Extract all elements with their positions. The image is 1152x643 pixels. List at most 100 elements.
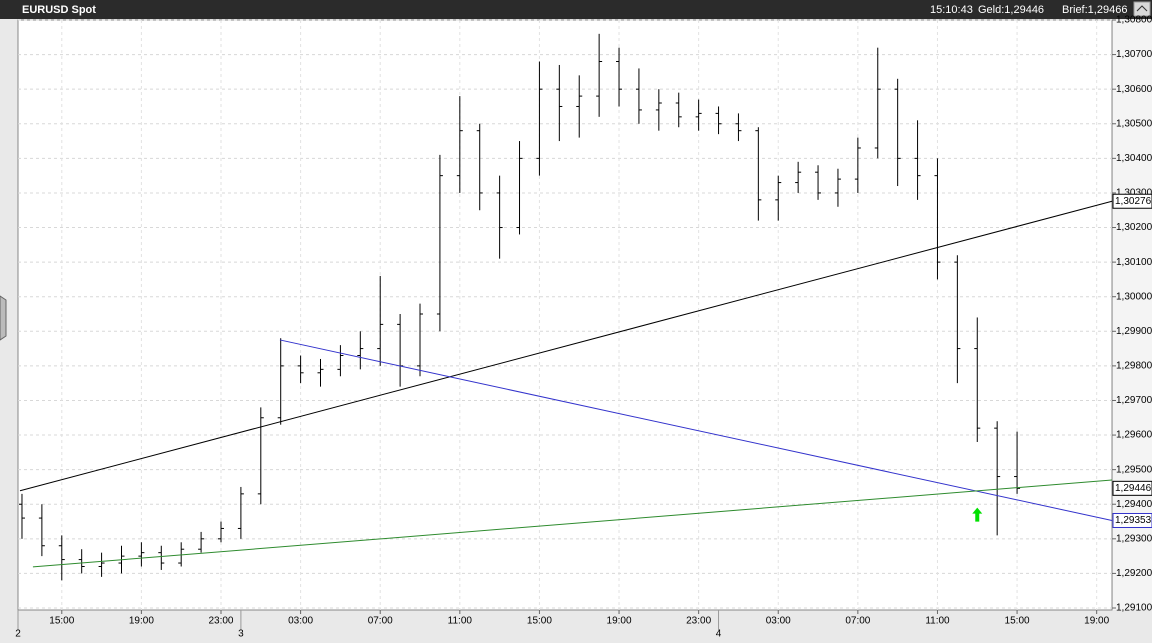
ohlc-bar [675, 92, 682, 128]
trend-line [19, 200, 1113, 492]
ohlc-bar [536, 61, 543, 176]
line-end-label: 1,29353 [1115, 515, 1152, 526]
header-ask: Brief:1,29466 [1062, 4, 1127, 16]
line-label-box [1112, 193, 1152, 209]
y-tick-label: 1,30600 [1116, 84, 1152, 95]
ohlc-bar [18, 493, 25, 539]
y-axis-area [1113, 20, 1152, 610]
last-price-label: 1,29446 [1115, 483, 1152, 494]
ohlc-bar [775, 175, 782, 221]
ohlc-bar [854, 137, 861, 193]
y-tick-label: 1,29400 [1116, 499, 1152, 510]
x-tick-label: 11:00 [925, 616, 950, 627]
ohlc-bar [556, 64, 563, 142]
ohlc-bar [436, 154, 443, 332]
y-tick-label: 1,30200 [1116, 222, 1152, 233]
y-tick-label: 1,30000 [1116, 291, 1152, 302]
ohlc-bar [655, 89, 662, 131]
x-tick-label: 15:00 [527, 616, 552, 627]
ohlc-bar [815, 165, 822, 200]
ohlc-bar [874, 47, 881, 159]
line-end-label: 1,30276 [1115, 196, 1152, 207]
ohlc-bar [795, 161, 802, 193]
ohlc-bar [138, 542, 145, 567]
header: EURUSD Spot 15:10:43 Geld:1,29446 Brief:… [0, 0, 1152, 19]
trend-line [279, 339, 1113, 521]
header-bid: Geld:1,29446 [978, 4, 1044, 16]
ohlc-bar [178, 542, 185, 567]
x-tick-label: 11:00 [448, 616, 473, 627]
ohlc-bar [496, 175, 503, 259]
x-tick-label: 15:00 [49, 616, 74, 627]
x-tick-label: 19:00 [1084, 616, 1109, 627]
y-tick-label: 1,29600 [1116, 430, 1152, 441]
ohlc-bar [38, 504, 45, 557]
ohlc-bar [1014, 431, 1021, 494]
ohlc-bar [635, 68, 642, 124]
x-tick-label: 15:00 [1005, 616, 1030, 627]
side-tab[interactable] [0, 295, 7, 341]
plot-area [17, 19, 1113, 611]
ohlc-bar [954, 255, 961, 384]
y-tick-label: 1,29700 [1116, 395, 1152, 406]
day-label: 3 [238, 629, 244, 640]
header-time: 15:10:43 [930, 4, 973, 16]
signal-arrow [972, 507, 983, 522]
ohlc-bar [78, 549, 85, 574]
trend-line [32, 479, 1113, 568]
marks [18, 33, 1113, 581]
scroll-button[interactable] [1133, 1, 1151, 17]
x-tick-label: 19:00 [129, 616, 154, 627]
y-tick-label: 1,30500 [1116, 118, 1152, 129]
ohlc-bar [894, 78, 901, 187]
ohlc-bar [317, 358, 324, 387]
x-tick-label: 19:00 [607, 616, 632, 627]
y-tick-label: 1,29100 [1116, 603, 1152, 614]
ohlc-bar [994, 421, 1001, 536]
y-tick-label: 1,29500 [1116, 464, 1152, 475]
ohlc-bar [337, 345, 344, 377]
y-tick-label: 1,29800 [1116, 361, 1152, 372]
header-title: EURUSD Spot [22, 4, 96, 16]
header-bar [0, 0, 1152, 19]
ohlc-bar [834, 168, 841, 207]
ohlc-bar [158, 545, 165, 570]
ohlc-bar [297, 355, 304, 384]
x-tick-label: 07:00 [368, 616, 393, 627]
ohlc-bar [516, 141, 523, 235]
ohlc-bar [695, 99, 702, 131]
y-tick-label: 1,29300 [1116, 533, 1152, 544]
ohlc-bar [596, 33, 603, 117]
ohlc-bar [914, 120, 921, 200]
ohlc-bar [198, 531, 205, 553]
x-tick-label: 03:00 [288, 616, 313, 627]
ohlc-bar [237, 486, 244, 539]
ohlc-bar [58, 535, 65, 581]
line-label-box [1112, 512, 1152, 528]
labels: 1,29100 1,29200 1,29300 1,29400 1,29500 1,296… [15, 15, 1152, 640]
day-label: 4 [716, 629, 722, 640]
ohlc-bar [755, 127, 762, 221]
ohlc-bar [476, 123, 483, 211]
x-tick-label: 23:00 [208, 616, 233, 627]
y-tick-label: 1,30800 [1116, 15, 1152, 26]
y-tick-label: 1,30700 [1116, 49, 1152, 60]
y-tick-label: 1,30100 [1116, 257, 1152, 268]
ohlc-bar [417, 303, 424, 377]
x-tick-label: 03:00 [766, 616, 791, 627]
ohlc-bar [277, 338, 284, 425]
x-tick-label: 07:00 [845, 616, 870, 627]
ohlc-bar [934, 158, 941, 280]
ohlc-bar [974, 317, 981, 442]
ohlc-bar [257, 407, 264, 505]
ohlc-bar [377, 275, 384, 366]
last-price-box [1112, 480, 1152, 496]
y-tick-label: 1,30400 [1116, 153, 1152, 164]
scroll-icon [1136, 5, 1148, 12]
ohlc-bar [217, 521, 224, 543]
ohlc-bar [357, 331, 364, 370]
y-tick-label: 1,30300 [1116, 188, 1152, 199]
x-tick-label: 23:00 [686, 616, 711, 627]
